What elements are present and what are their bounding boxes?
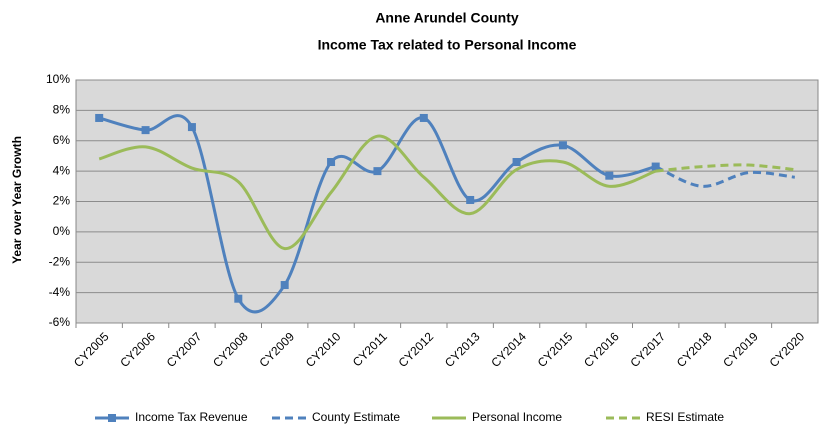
x-tick-label: CY2009 [256, 329, 297, 370]
data-point [466, 195, 475, 204]
y-tick-label: 0% [53, 224, 71, 238]
chart-subtitle: Income Tax related to Personal Income [318, 37, 577, 53]
series-line [655, 163, 795, 173]
series-line [98, 134, 657, 251]
x-tick-label: CY2017 [627, 329, 668, 370]
data-point [419, 113, 428, 122]
y-tick-label: -6% [49, 315, 71, 329]
data-point [280, 281, 289, 290]
legend-label: Personal Income [472, 410, 562, 424]
x-tick-label: CY2012 [396, 329, 437, 370]
data-point [187, 123, 196, 132]
data-point [327, 158, 336, 167]
x-tick-label: CY2006 [117, 329, 158, 370]
data-point [141, 126, 150, 135]
y-tick-label: 6% [53, 133, 71, 147]
x-tick-label: CY2020 [767, 329, 808, 370]
data-point [605, 171, 614, 180]
legend-label: RESI Estimate [646, 410, 724, 424]
x-tick-label: CY2008 [210, 329, 251, 370]
x-tick-label: CY2011 [350, 329, 390, 369]
x-tick-label: CY2018 [674, 329, 715, 370]
data-point [234, 294, 243, 303]
y-axis-label: Year over Year Growth [10, 136, 24, 264]
data-point [558, 141, 567, 150]
legend-label: County Estimate [312, 410, 400, 424]
legend-label: Income Tax Revenue [135, 410, 248, 424]
x-tick-label: CY2016 [581, 329, 622, 370]
x-tick-label: CY2013 [442, 329, 483, 370]
x-tick-label: CY2019 [720, 329, 761, 370]
y-tick-label: -4% [49, 285, 71, 299]
x-tick-label: CY2005 [71, 329, 112, 370]
data-point [512, 158, 521, 167]
y-tick-label: 4% [53, 163, 71, 177]
x-tick-label: CY2015 [535, 329, 576, 370]
x-tick-label: CY2007 [164, 329, 205, 370]
y-tick-label: 2% [53, 194, 71, 208]
x-tick-label: CY2010 [303, 329, 344, 370]
data-point [373, 167, 382, 176]
y-tick-label: -2% [49, 254, 71, 268]
legend-marker [108, 414, 116, 422]
chart-title: Anne Arundel County [375, 10, 519, 26]
y-tick-label: 8% [53, 103, 71, 117]
y-tick-label: 10% [46, 72, 70, 86]
data-point [95, 113, 104, 122]
x-tick-label: CY2014 [488, 329, 529, 370]
